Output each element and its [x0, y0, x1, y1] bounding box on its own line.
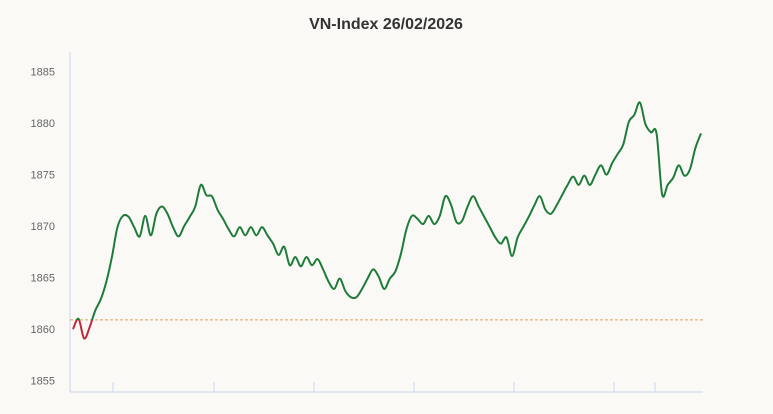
y-tick-label: 1875: [31, 170, 55, 182]
y-tick-label: 1880: [31, 118, 55, 130]
y-tick-label: 1865: [31, 273, 55, 285]
y-tick-label: 1870: [31, 221, 55, 233]
chart-title: VN-Index 26/02/2026: [309, 16, 463, 33]
y-tick-label: 1860: [31, 324, 55, 336]
y-tick-label: 1885: [31, 67, 55, 79]
index-line: [72, 101, 702, 340]
x-axis-ticks: [112, 382, 656, 392]
y-tick-label: 1855: [31, 376, 55, 388]
